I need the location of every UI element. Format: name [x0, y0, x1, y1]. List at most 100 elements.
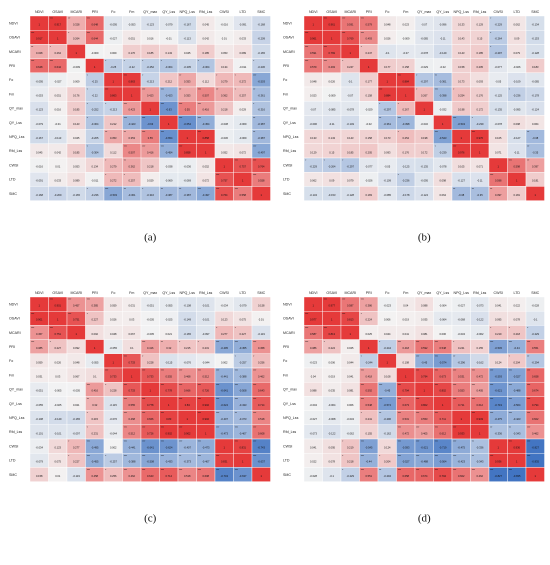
cell-value-label: -0.125	[402, 165, 410, 169]
cell-value-label: 0.088	[421, 304, 428, 308]
cell-value-label: -0.433	[165, 460, 173, 464]
cell-value-label: 0.041	[310, 446, 317, 450]
cell-value-label: -0.095	[110, 23, 118, 27]
cell-value-label: -0.44	[366, 460, 372, 464]
cell-value-label: 0.794	[532, 403, 539, 407]
cell-value-label: 0.917	[55, 23, 62, 27]
significance-label: *	[105, 159, 106, 163]
cell-value-label: 0.592	[421, 346, 428, 350]
significance-label: ***	[216, 411, 219, 415]
cell-value-label: 0.256	[110, 474, 117, 478]
cell-value-label: -0.488	[513, 389, 521, 393]
cell-value-label: -0.835	[513, 474, 521, 478]
cell-value-label: 0.002	[110, 446, 117, 450]
significance-label: ***	[161, 425, 164, 429]
cell-value-label: 0.902	[184, 431, 191, 435]
cell-value-label: 0.757	[240, 165, 247, 169]
cell-value-label: 0.185	[73, 150, 80, 154]
significance-label: *	[361, 312, 362, 316]
significance-label: ***	[324, 298, 327, 302]
cell-value-label: 0.794	[403, 389, 410, 393]
cell-value-label: -0.236	[258, 65, 266, 69]
significance-label: *	[87, 411, 88, 415]
cell-value-label: 0.612	[440, 431, 447, 435]
row-label: NDVI	[9, 21, 18, 25]
cell-value-label: 0.219	[495, 332, 502, 336]
significance-label: *	[161, 59, 162, 63]
cell-value-label: 0.124	[384, 446, 391, 450]
heatmap-cell	[251, 467, 271, 482]
significance-label: ***	[253, 440, 256, 444]
cell-value-label: 0.397	[532, 165, 539, 169]
cell-value-label: -0.064	[328, 403, 336, 407]
cell-value-label: -0.343	[513, 431, 521, 435]
column-label: PRI	[92, 291, 98, 295]
cell-value-label: 0.247	[366, 51, 373, 55]
cell-value-label: 0.457	[73, 304, 80, 308]
significance-label: ***	[161, 468, 164, 472]
cell-value-label: 0.075	[240, 318, 247, 322]
cell-value-label: 0.802	[421, 403, 428, 407]
cell-value-label: 0.15	[329, 150, 335, 154]
cell-value-label: -0.508	[239, 389, 247, 393]
significance-label: *	[324, 340, 325, 344]
cell-value-label: 0.158	[366, 136, 373, 140]
cell-value-label: -0.827	[532, 446, 540, 450]
cell-value-label: -0.264	[495, 37, 503, 41]
significance-label: ***	[216, 383, 219, 387]
row-label: PRI	[283, 345, 289, 349]
cell-value-label: 0.041	[403, 332, 410, 336]
significance-label: ***	[509, 468, 512, 472]
row-label: CWSI	[283, 163, 292, 167]
cell-value-label: -0.07	[310, 108, 316, 112]
cell-value-label: -0.051	[147, 304, 155, 308]
cell-value-label: 1	[350, 51, 352, 55]
row-label: NDVI	[283, 302, 292, 306]
significance-label: **	[453, 354, 455, 358]
cell-value-label: -0.073	[476, 304, 484, 308]
significance-label: *	[105, 454, 106, 458]
cell-value-label: 0.462	[477, 474, 484, 478]
column-label: SMC	[257, 10, 265, 14]
significance-label: ***	[198, 88, 201, 92]
column-label: NPQ_Lss	[454, 291, 470, 295]
cell-value-label: 0.198	[421, 136, 428, 140]
cell-value-label: 0.512	[129, 431, 136, 435]
cell-value-label: -0.304	[202, 65, 210, 69]
significance-label: **	[161, 187, 163, 191]
significance-label: ***	[472, 369, 475, 373]
cell-value-label: 1	[261, 193, 263, 197]
cell-value-label: -0.503	[110, 193, 118, 197]
cell-value-label: 0.936	[495, 460, 502, 464]
cell-value-label: 0.55	[185, 108, 191, 112]
cell-value-label: -0.128	[532, 51, 540, 55]
cell-value-label: 1	[187, 136, 189, 140]
cell-value-label: -0.078	[495, 122, 503, 126]
significance-label: ***	[142, 340, 145, 344]
cell-value-label: 0.041	[347, 375, 354, 379]
cell-value-label: 0.185	[73, 108, 80, 112]
cell-value-label: 0.884	[403, 79, 410, 83]
significance-label: ***	[142, 411, 145, 415]
significance-label: ***	[435, 340, 438, 344]
cell-value-label: -0.296	[458, 360, 466, 364]
cell-value-label: 0.764	[221, 193, 228, 197]
cell-value-label: -0.034	[221, 304, 229, 308]
cell-value-label: 0.09	[329, 179, 335, 183]
cell-value-label: -0.069	[239, 122, 247, 126]
significance-label: *	[87, 312, 88, 316]
heatmap-panel: NDVI OSAVI MCARI PRI Fo Fm QY_max QY_Lss NPQ_Lss…	[283, 291, 545, 525]
cell-value-label: -0.032	[421, 122, 429, 126]
cell-value-label: 0.158	[366, 94, 373, 98]
cell-value-label: -0.455	[239, 346, 247, 350]
cell-value-label: 0.416	[147, 150, 154, 154]
cell-value-label: -0.593	[495, 375, 503, 379]
cell-value-label: -0.028	[532, 304, 540, 308]
significance-label: ***	[235, 383, 238, 387]
cell-value-label: 1	[94, 346, 96, 350]
cell-value-label: -0.229	[495, 23, 503, 27]
significance-label: ***	[361, 440, 364, 444]
significance-label: ***	[31, 326, 34, 330]
significance-label: ***	[416, 397, 419, 401]
cell-value-label: 1	[113, 79, 115, 83]
